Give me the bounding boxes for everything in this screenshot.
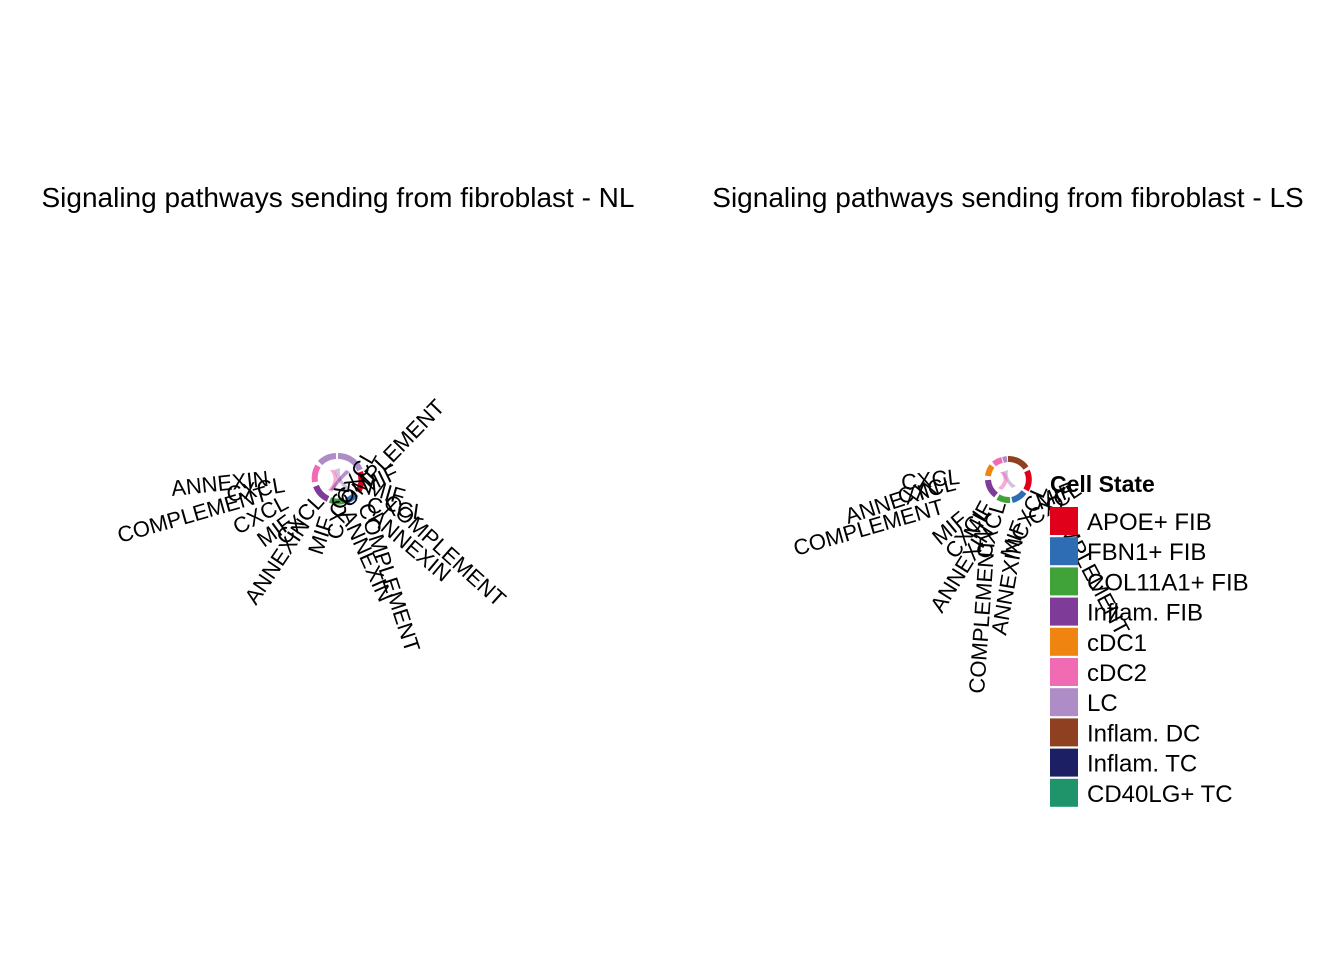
pathway-labels-nl: ANNEXIN CXCL COMPLEMENT CXCL MIF CXCL AN… <box>114 394 510 655</box>
panel-title-nl: Signaling pathways sending from fibrobla… <box>42 182 635 213</box>
chord-links-nl <box>328 468 350 492</box>
legend-title: Cell State <box>1050 471 1155 497</box>
pathway-labels-ls: CXCL ANNEXIN CXCL COMPLEMENT MIF CXCL AN… <box>790 464 1134 694</box>
legend-label: Inflam. DC <box>1087 720 1200 747</box>
outer-ring-nl <box>311 452 365 505</box>
legend-label: cDC2 <box>1087 660 1147 687</box>
legend-swatch <box>1050 507 1078 535</box>
legend: Cell State APOE+ FIB FBN1+ FIB COL11A1+ FI… <box>1050 471 1249 808</box>
legend-swatch <box>1050 537 1078 566</box>
legend-swatch <box>1050 597 1078 626</box>
legend-label: cDC1 <box>1087 630 1147 657</box>
legend-label: COL11A1+ FIB <box>1087 569 1249 596</box>
outer-ring-ls <box>985 456 1032 504</box>
legend-label: LC <box>1087 690 1118 717</box>
legend-swatch <box>1050 688 1078 717</box>
legend-label: FBN1+ FIB <box>1087 539 1206 566</box>
legend-label: Inflam. TC <box>1087 751 1197 778</box>
legend-swatch <box>1050 567 1078 596</box>
legend-label: CD40LG+ TC <box>1087 781 1233 808</box>
legend-swatch <box>1050 658 1078 686</box>
legend-label: Inflam. FIB <box>1087 600 1203 627</box>
legend-swatch <box>1050 627 1078 656</box>
legend-swatch <box>1050 778 1078 807</box>
legend-label: APOE+ FIB <box>1087 509 1212 536</box>
legend-items: APOE+ FIB FBN1+ FIB COL11A1+ FIB Inflam. FI… <box>1050 507 1249 808</box>
chord-links-ls <box>998 470 1016 490</box>
pathway-label: CXCL <box>900 464 961 495</box>
panel-title-ls: Signaling pathways sending from fibrobla… <box>712 182 1303 213</box>
legend-swatch <box>1050 718 1078 747</box>
chord-diagram-nl: ANNEXIN CXCL COMPLEMENT CXCL MIF CXCL AN… <box>114 394 510 655</box>
legend-swatch <box>1050 748 1078 777</box>
